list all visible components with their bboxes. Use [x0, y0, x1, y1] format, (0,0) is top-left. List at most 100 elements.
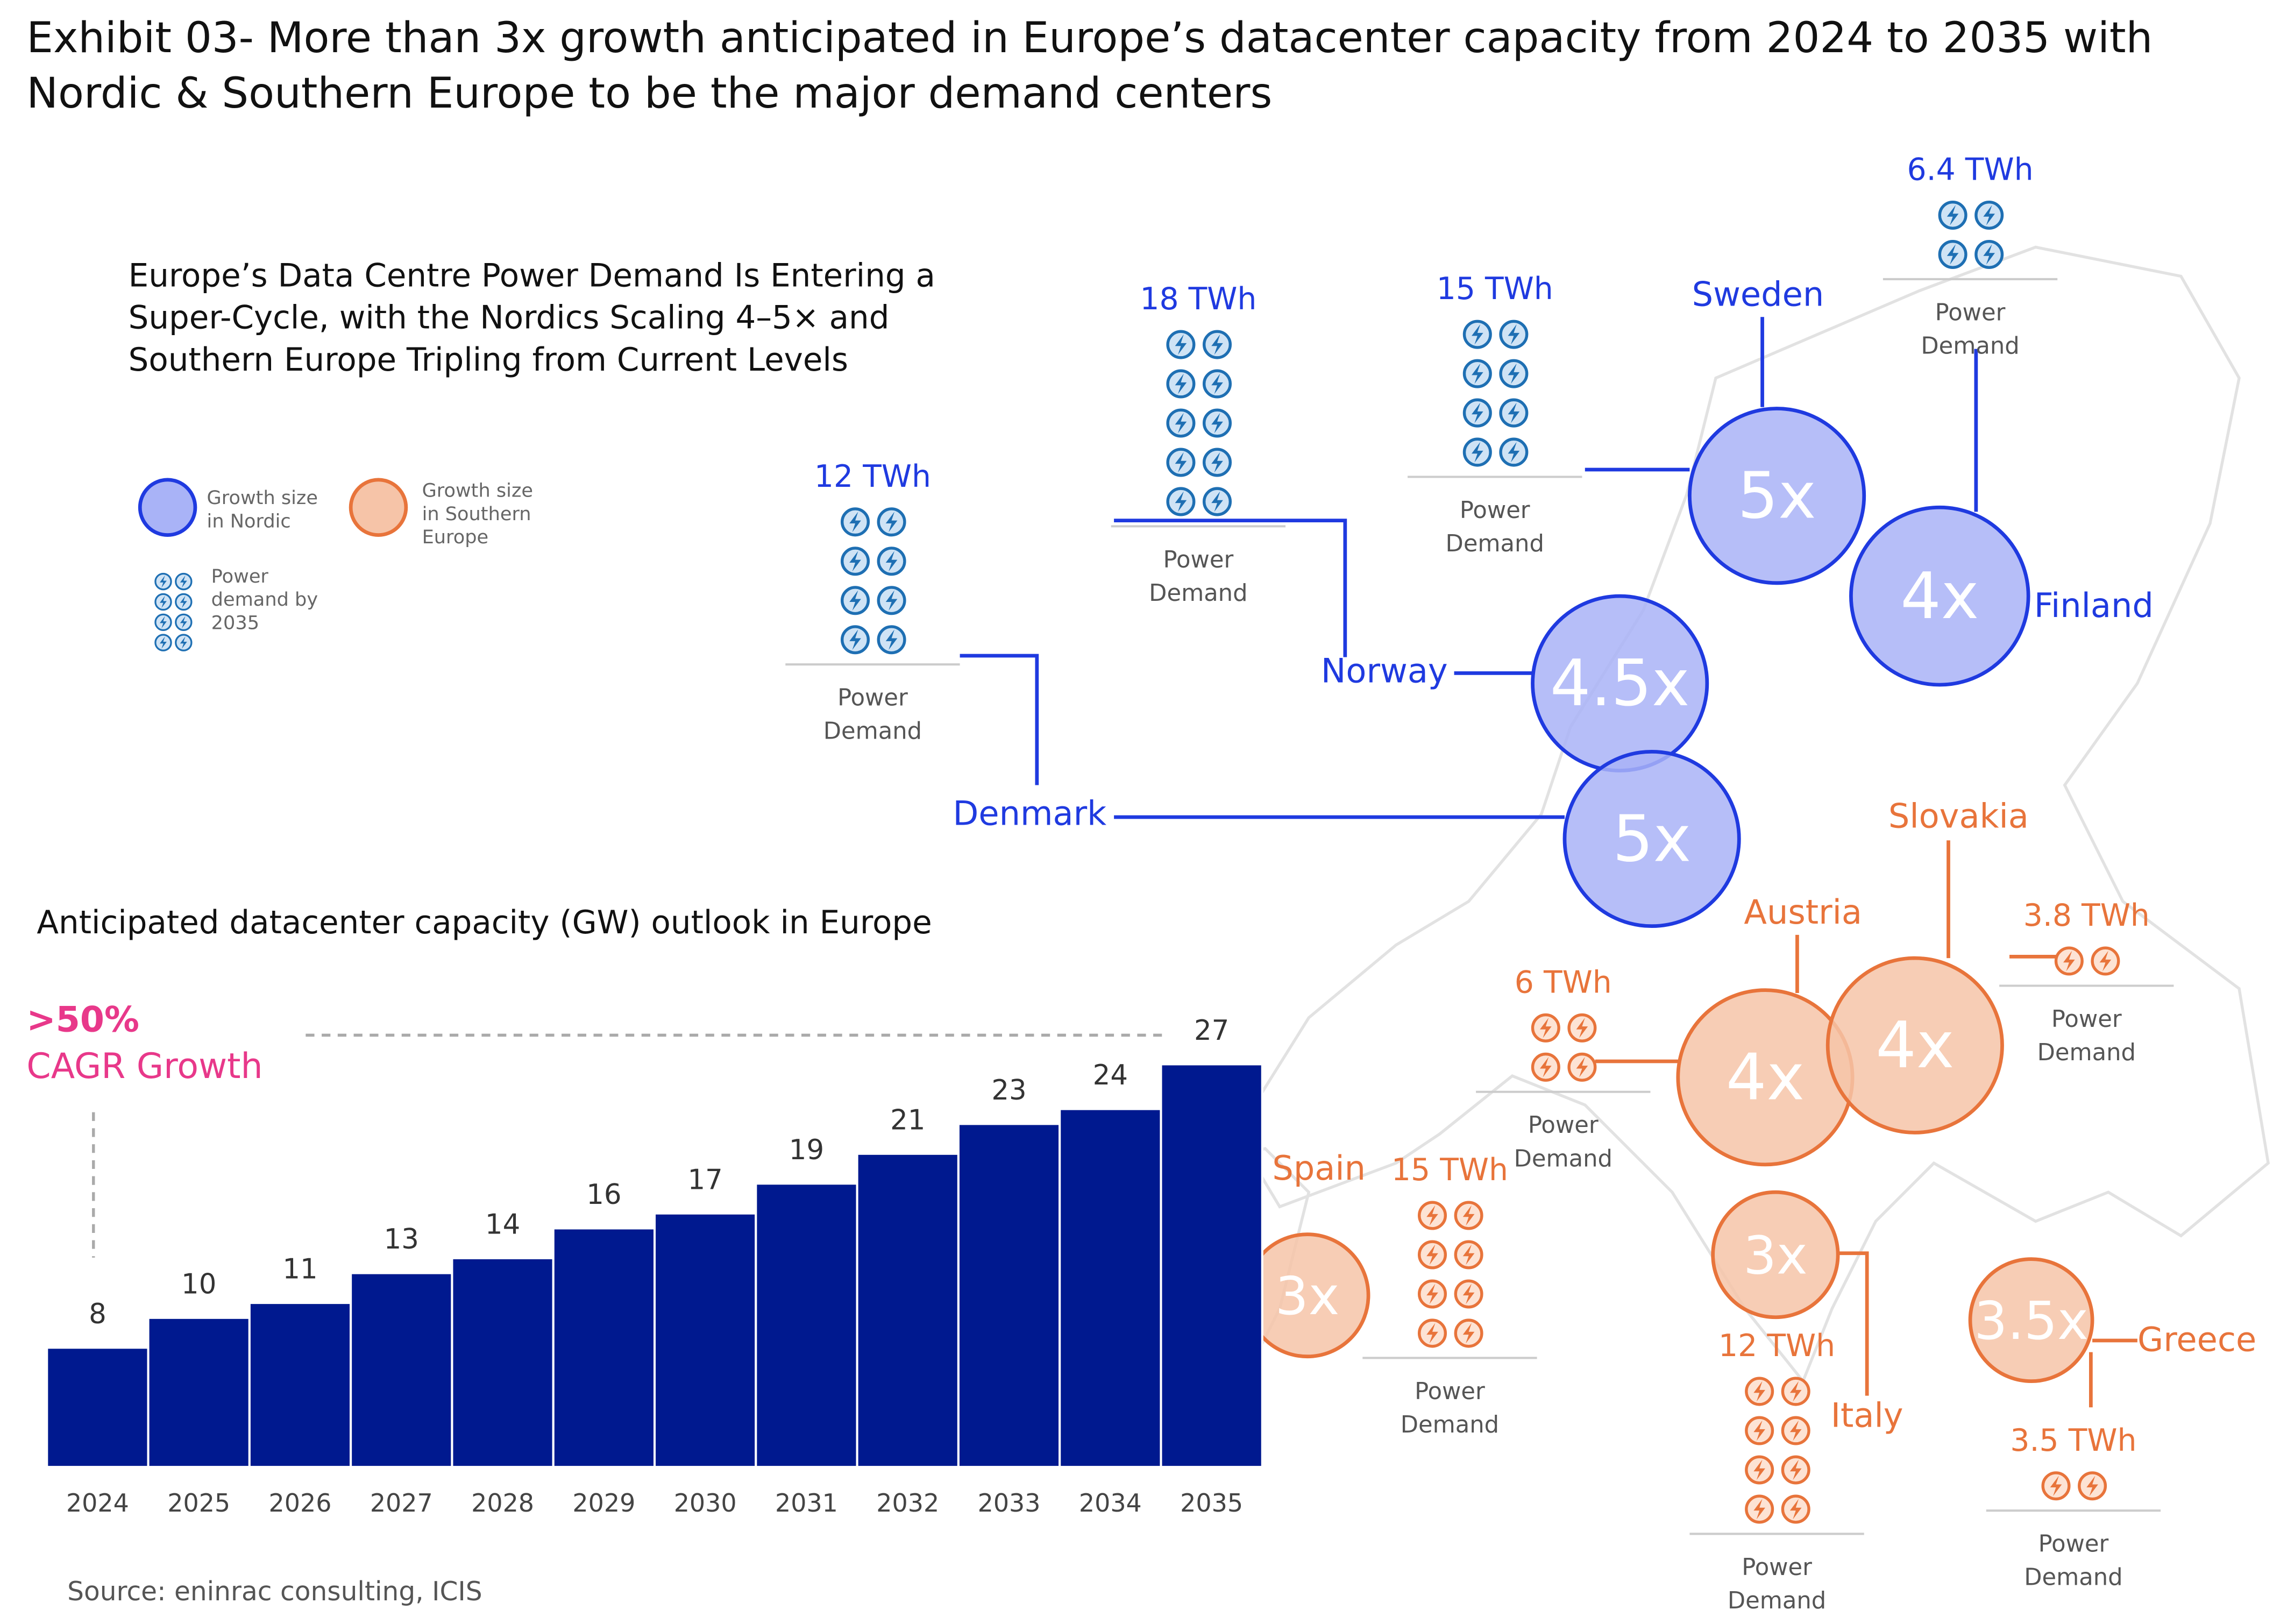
region-name: Italy: [1831, 1395, 1903, 1435]
x-tick-label: 2032: [876, 1488, 939, 1517]
demand-value: 12 TWh: [1718, 1328, 1835, 1364]
bar: [552, 1227, 656, 1469]
power-icon-bolt: [1175, 373, 1187, 394]
power-icon-bolt: [1462, 1283, 1475, 1304]
power-icon-bolt: [1211, 491, 1223, 512]
power-icon-bolt: [1576, 1017, 1588, 1038]
power-icon-bolt: [160, 636, 167, 649]
power-icon-bolt: [1947, 205, 1959, 225]
power-icon-bolt: [1175, 413, 1187, 434]
demand-caption: Power: [1935, 299, 2006, 326]
value-label: 16: [586, 1179, 621, 1211]
growth-label: 4.5x: [1550, 647, 1689, 721]
demand-caption: Power: [1163, 547, 1234, 573]
x-tick-label: 2033: [978, 1488, 1041, 1517]
power-icon-bolt: [1462, 1205, 1475, 1226]
growth-bubble: [1968, 1257, 2094, 1384]
power-icon-bolt: [1753, 1381, 1765, 1402]
bar: [755, 1182, 858, 1469]
region-name: Denmark: [953, 793, 1107, 833]
power-icon-bolt: [1211, 452, 1223, 473]
power-icon-bolt: [1426, 1283, 1438, 1304]
power-icon-bolt: [1508, 402, 1520, 423]
legend-text: Europe: [422, 526, 489, 548]
demand-value: 3.8 TWh: [2023, 898, 2150, 933]
demand-caption: Power: [2038, 1531, 2109, 1558]
title: Exhibit 03- More than 3x growth anticipa…: [26, 13, 2153, 62]
power-icon-bolt: [1175, 452, 1187, 473]
power-icon-bolt: [1175, 334, 1187, 355]
connector: [960, 654, 1039, 785]
region-name: Spain: [1272, 1148, 1366, 1188]
power-icon-bolt: [849, 590, 861, 611]
title: Nordic & Southern Europe to be the major…: [26, 69, 1272, 118]
power-icon-bolt: [1576, 1056, 1588, 1077]
region-name: Norway: [1321, 651, 1448, 690]
x-tick-label: 2027: [370, 1488, 433, 1517]
demand-value: 15 TWh: [1391, 1152, 1508, 1188]
power-icon-bolt: [1753, 1420, 1765, 1441]
demand-caption: Demand: [1921, 332, 2019, 359]
power-icon-bolt: [1540, 1017, 1552, 1038]
power-icon-bolt: [160, 575, 167, 588]
region-name: Greece: [2137, 1320, 2256, 1359]
demand-value: 6 TWh: [1515, 965, 1612, 1000]
bar: [856, 1152, 960, 1469]
legend-text: in Southern: [422, 503, 531, 525]
annotation: >50%: [26, 1000, 139, 1040]
power-icon-bolt: [160, 616, 167, 629]
power-icon-bolt: [1753, 1459, 1765, 1480]
legend-nordic: [138, 478, 197, 537]
demand-caption: Power: [2051, 1006, 2122, 1033]
growth-bubble: [1688, 407, 1866, 585]
power-icon-bolt: [1211, 413, 1223, 434]
demand-caption: Power: [1528, 1112, 1599, 1139]
power-icon-bolt: [849, 551, 861, 572]
power-icon-bolt: [1211, 373, 1223, 394]
bar: [350, 1272, 453, 1469]
bar: [654, 1212, 757, 1469]
demand-caption: Demand: [1514, 1145, 1613, 1172]
source: Source: eninrac consulting, ICIS: [67, 1577, 482, 1607]
legend-text: 2035: [211, 612, 259, 634]
bar: [1160, 1063, 1263, 1469]
power-icon-bolt: [1471, 363, 1483, 384]
value-label: 11: [282, 1253, 317, 1286]
value-label: 8: [89, 1298, 106, 1330]
power-icon-bolt: [180, 575, 187, 588]
power-icon-bolt: [180, 636, 187, 649]
value-label: 21: [890, 1104, 925, 1136]
chart-title: Anticipated datacenter capacity (GW) out…: [37, 904, 932, 941]
x-tick-label: 2024: [66, 1488, 129, 1517]
value-label: 14: [485, 1208, 520, 1240]
power-icon-bolt: [1426, 1205, 1438, 1226]
power-icon-bolt: [849, 629, 861, 650]
demand-value: 15 TWh: [1437, 271, 1553, 307]
power-icon-bolt: [1789, 1499, 1802, 1520]
bar: [248, 1302, 352, 1469]
power-icon-bolt: [180, 595, 187, 608]
value-label: 17: [688, 1164, 723, 1196]
power-icon-bolt: [1211, 334, 1223, 355]
demand-caption: Power: [837, 685, 908, 712]
power-icon-bolt: [160, 595, 167, 608]
power-icon-bolt: [885, 512, 898, 533]
demand-caption: Demand: [1728, 1587, 1826, 1614]
demand-caption: Demand: [1149, 580, 1247, 607]
legend-text: Growth size: [207, 487, 318, 509]
connector: [1838, 1251, 1869, 1396]
power-icon-bolt: [1789, 1420, 1802, 1441]
legend-text: Power: [211, 565, 269, 587]
legend-southern: [349, 478, 408, 537]
value-label: 24: [1093, 1059, 1128, 1091]
annotation: CAGR Growth: [26, 1046, 262, 1087]
x-tick-label: 2034: [1079, 1488, 1142, 1517]
demand-caption: Demand: [1401, 1412, 1499, 1438]
power-icon-bolt: [180, 616, 187, 629]
power-icon-bolt: [1426, 1323, 1438, 1344]
power-icon-bolt: [1789, 1459, 1802, 1480]
power-icon-bolt: [2086, 1476, 2098, 1497]
x-tick-label: 2029: [572, 1488, 635, 1517]
bar: [451, 1257, 555, 1469]
